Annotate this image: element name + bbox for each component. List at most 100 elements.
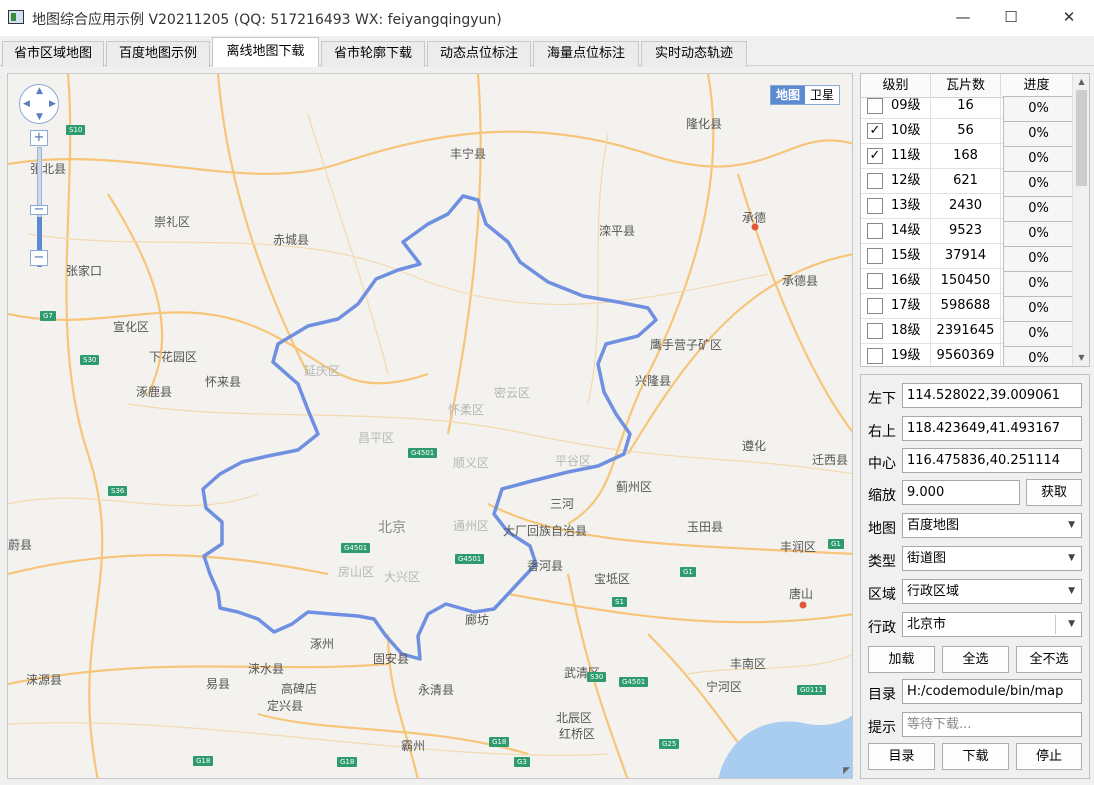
level-cell[interactable]: 18级 [861, 319, 931, 343]
road-shield: G18 [489, 737, 510, 747]
level-table-scrollbar[interactable]: ▲ ▼ [1072, 74, 1089, 366]
fetch-button[interactable]: 获取 [1026, 479, 1082, 506]
road-shield: G25 [659, 739, 680, 749]
place-label: 崇礼区 [154, 215, 191, 229]
level-checkbox[interactable] [867, 273, 883, 289]
level-checkbox[interactable] [867, 173, 883, 189]
progress-cell: 0% [1001, 319, 1074, 347]
tab-dynamic-marker[interactable]: 动态点位标注 [427, 41, 531, 67]
place-label: 涞源县 [26, 673, 63, 687]
area-select[interactable]: 行政区域 ▼ [902, 579, 1082, 604]
download-button[interactable]: 下载 [942, 743, 1009, 770]
directory-input[interactable]: H:/codemodule/bin/map [902, 679, 1082, 704]
select-all-button[interactable]: 全选 [942, 646, 1009, 673]
map-source-label: 地图 [868, 521, 896, 537]
tab-offline-download[interactable]: 离线地图下载 [212, 37, 319, 67]
scroll-down-icon[interactable]: ▼ [1078, 353, 1085, 362]
level-checkbox[interactable] [867, 198, 883, 214]
tab-outline-download[interactable]: 省市轮廓下载 [321, 41, 425, 67]
level-row[interactable]: 18级 2391645 0% [861, 319, 1074, 347]
level-cell[interactable]: 09级 [861, 94, 931, 118]
minimize-button[interactable]: — [955, 8, 971, 26]
maximize-button[interactable]: ☐ [1004, 8, 1018, 26]
resize-grip-icon[interactable]: ◤ [843, 766, 850, 776]
place-label: 永清县 [418, 683, 455, 697]
scroll-up-icon[interactable]: ▲ [1078, 77, 1085, 86]
window-title: 地图综合应用示例 V20211205 (QQ: 517216493 WX: fe… [32, 12, 502, 28]
map-type-switch: 地图 卫星 [770, 85, 841, 105]
progress-cell: 0% [1001, 144, 1074, 172]
level-row[interactable]: ✓ 10级 56 0% [861, 119, 1074, 147]
level-name: 14级 [891, 223, 921, 238]
level-checkbox[interactable] [867, 223, 883, 239]
level-row[interactable]: 15级 37914 0% [861, 244, 1074, 272]
level-cell[interactable]: 16级 [861, 269, 931, 293]
progress-bar: 0% [1003, 221, 1074, 247]
level-row[interactable]: 12级 621 0% [861, 169, 1074, 197]
progress-cell: 0% [1001, 194, 1074, 222]
select-none-button[interactable]: 全不选 [1016, 646, 1082, 673]
level-cell[interactable]: 12级 [861, 169, 931, 193]
level-cell[interactable]: 14级 [861, 219, 931, 243]
top-right-input[interactable]: 118.423649,41.493167 [902, 416, 1082, 441]
level-row[interactable]: 16级 150450 0% [861, 269, 1074, 297]
level-cell[interactable]: 17级 [861, 294, 931, 318]
map-source-select[interactable]: 百度地图 ▼ [902, 513, 1082, 538]
road-shield: S36 [108, 486, 128, 496]
pan-right-icon[interactable]: ▶ [49, 99, 56, 109]
road-shield: G4501 [455, 554, 485, 564]
tiles-cell: 168 [931, 144, 1001, 168]
district-select[interactable]: 北京市 ▼ [902, 612, 1082, 637]
level-cell[interactable]: 15级 [861, 244, 931, 268]
zoom-input[interactable]: 9.000 [902, 480, 1020, 505]
level-row[interactable]: 13级 2430 0% [861, 194, 1074, 222]
load-button[interactable]: 加载 [868, 646, 935, 673]
zoom-slider-handle[interactable]: − [30, 203, 48, 216]
hint-input[interactable]: 等待下载... [902, 712, 1082, 737]
tab-realtime-track[interactable]: 实时动态轨迹 [641, 41, 747, 67]
level-cell[interactable]: 19级 [861, 344, 931, 366]
map-type-map[interactable]: 地图 [771, 86, 806, 104]
map-view[interactable]: 丰宁县 隆化县 张北县 崇礼区 赤城县 滦平县 承德 张家口 承德县 宣化区 鹰… [7, 73, 853, 779]
level-checkbox[interactable] [867, 98, 883, 114]
scroll-thumb[interactable] [1076, 90, 1087, 186]
level-row[interactable]: 17级 598688 0% [861, 294, 1074, 322]
level-checkbox[interactable]: ✓ [867, 148, 883, 164]
progress-cell: 0% [1001, 94, 1074, 122]
level-checkbox[interactable]: ✓ [867, 123, 883, 139]
level-row[interactable]: 19级 9560369 0% [861, 344, 1074, 366]
level-row[interactable]: 09级 16 0% [861, 94, 1074, 122]
map-type-select[interactable]: 街道图 ▼ [902, 546, 1082, 571]
tab-mass-marker[interactable]: 海量点位标注 [533, 41, 639, 67]
level-checkbox[interactable] [867, 348, 883, 364]
tiles-cell: 37914 [931, 244, 1001, 268]
directory-button[interactable]: 目录 [868, 743, 935, 770]
place-label: 张北县 [30, 162, 67, 176]
bottom-left-input[interactable]: 114.528022,39.009061 [902, 383, 1082, 408]
pan-control[interactable]: ▲ ▼ ◀ ▶ [19, 84, 59, 124]
level-row[interactable]: ✓ 11级 168 0% [861, 144, 1074, 172]
progress-cell: 0% [1001, 119, 1074, 147]
stop-button[interactable]: 停止 [1016, 743, 1082, 770]
level-checkbox[interactable] [867, 323, 883, 339]
tab-baidu-demo[interactable]: 百度地图示例 [106, 41, 210, 67]
level-cell[interactable]: ✓ 10级 [861, 119, 931, 143]
level-cell[interactable]: ✓ 11级 [861, 144, 931, 168]
level-checkbox[interactable] [867, 248, 883, 264]
tab-province-map[interactable]: 省市区域地图 [2, 41, 104, 67]
road-shield: G4501 [619, 677, 649, 687]
level-cell[interactable]: 13级 [861, 194, 931, 218]
zoom-out-button[interactable]: − [30, 250, 48, 266]
center-input[interactable]: 116.475836,40.251114 [902, 448, 1082, 473]
place-label: 鹰手营子矿区 [650, 338, 723, 352]
close-button[interactable]: ✕ [1062, 8, 1076, 26]
level-row[interactable]: 14级 9523 0% [861, 219, 1074, 247]
map-type-label: 类型 [868, 554, 896, 570]
pan-up-icon[interactable]: ▲ [36, 86, 43, 96]
map-type-satellite[interactable]: 卫星 [810, 88, 835, 102]
level-checkbox[interactable] [867, 298, 883, 314]
pan-left-icon[interactable]: ◀ [23, 99, 30, 109]
pan-down-icon[interactable]: ▼ [36, 112, 43, 122]
zoom-in-button[interactable]: + [30, 130, 48, 146]
place-label: 蓟州区 [616, 480, 653, 494]
